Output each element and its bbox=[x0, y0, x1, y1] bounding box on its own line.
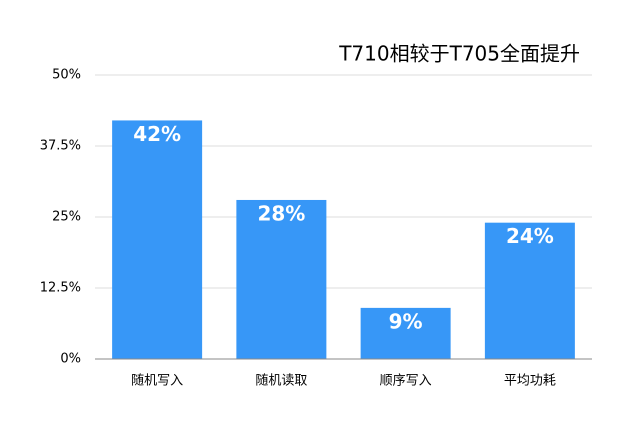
x-tick-label: 随机写入 bbox=[131, 374, 183, 389]
bar bbox=[360, 307, 451, 359]
value-label: 24% bbox=[506, 224, 554, 248]
chart-title: T710相较于T705全面提升 bbox=[338, 42, 580, 66]
value-label: 9% bbox=[389, 309, 423, 333]
bar bbox=[236, 199, 327, 359]
bar bbox=[112, 120, 203, 359]
y-tick-label: 37.5% bbox=[40, 139, 81, 154]
value-label: 42% bbox=[133, 122, 181, 146]
y-tick-label: 12.5% bbox=[40, 281, 81, 296]
x-tick-label: 平均功耗 bbox=[504, 374, 556, 389]
value-label: 28% bbox=[257, 201, 305, 225]
x-tick-label: 顺序写入 bbox=[380, 374, 432, 389]
x-tick-label: 随机读取 bbox=[255, 374, 307, 389]
y-tick-label: 25% bbox=[52, 210, 81, 225]
bar bbox=[484, 222, 575, 359]
y-tick-label: 50% bbox=[52, 68, 81, 83]
y-tick-label: 0% bbox=[60, 352, 81, 367]
